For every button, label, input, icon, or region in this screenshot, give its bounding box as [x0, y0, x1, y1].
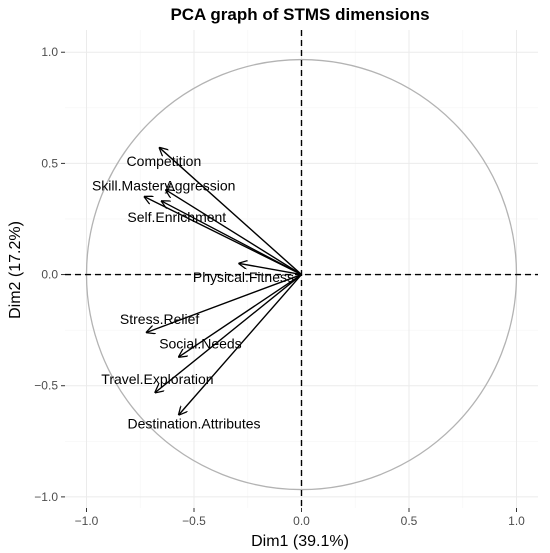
- arrow-physical-fitness: [239, 263, 302, 276]
- arrow-stress-relief: [147, 273, 302, 333]
- label-physical-fitness: Physical.Fitness: [193, 269, 294, 285]
- label-aggression: Aggression: [165, 178, 235, 194]
- chart-title: PCA graph of STMS dimensions: [170, 5, 429, 24]
- label-self-enrichment: Self.Enrichment: [127, 209, 226, 225]
- label-skill-mastery: Skill.Mastery: [92, 178, 171, 194]
- label-destination-attributes: Destination.Attributes: [127, 416, 260, 432]
- y-tick-label: 0.5: [41, 156, 58, 170]
- variable-arrows: [145, 148, 303, 415]
- x-tick-label: −1.0: [75, 514, 99, 528]
- x-tick-label: 0.5: [401, 514, 418, 528]
- y-tick-label: 1.0: [41, 45, 58, 59]
- arrow-social-needs: [179, 273, 302, 357]
- tick-labels: −1.0 −0.5 0.0 0.5 1.0 −1.0 −0.5 0.0 0.5 1.0: [34, 45, 525, 528]
- arrow-travel-exploration: [155, 274, 302, 393]
- y-tick-label: −0.5: [34, 379, 58, 393]
- x-tick-label: −0.5: [182, 514, 206, 528]
- label-travel-exploration: Travel.Exploration: [101, 371, 213, 387]
- y-tick-label: 0.0: [41, 268, 58, 282]
- label-social-needs: Social.Needs: [159, 335, 242, 351]
- arrow-self-enrichment: [162, 201, 302, 276]
- arrow-competition: [160, 148, 302, 276]
- axis-ticks: [61, 51, 517, 512]
- y-axis-title: Dim2 (17.2%): [7, 221, 24, 319]
- label-competition: Competition: [127, 153, 202, 169]
- label-stress-relief: Stress.Relief: [120, 311, 199, 327]
- x-axis-title: Dim1 (39.1%): [251, 533, 349, 550]
- x-tick-label: 0.0: [293, 514, 310, 528]
- arrow-aggression: [166, 190, 302, 276]
- y-tick-label: −1.0: [34, 490, 58, 504]
- x-tick-label: 1.0: [508, 514, 525, 528]
- arrow-destination-attributes: [179, 274, 303, 415]
